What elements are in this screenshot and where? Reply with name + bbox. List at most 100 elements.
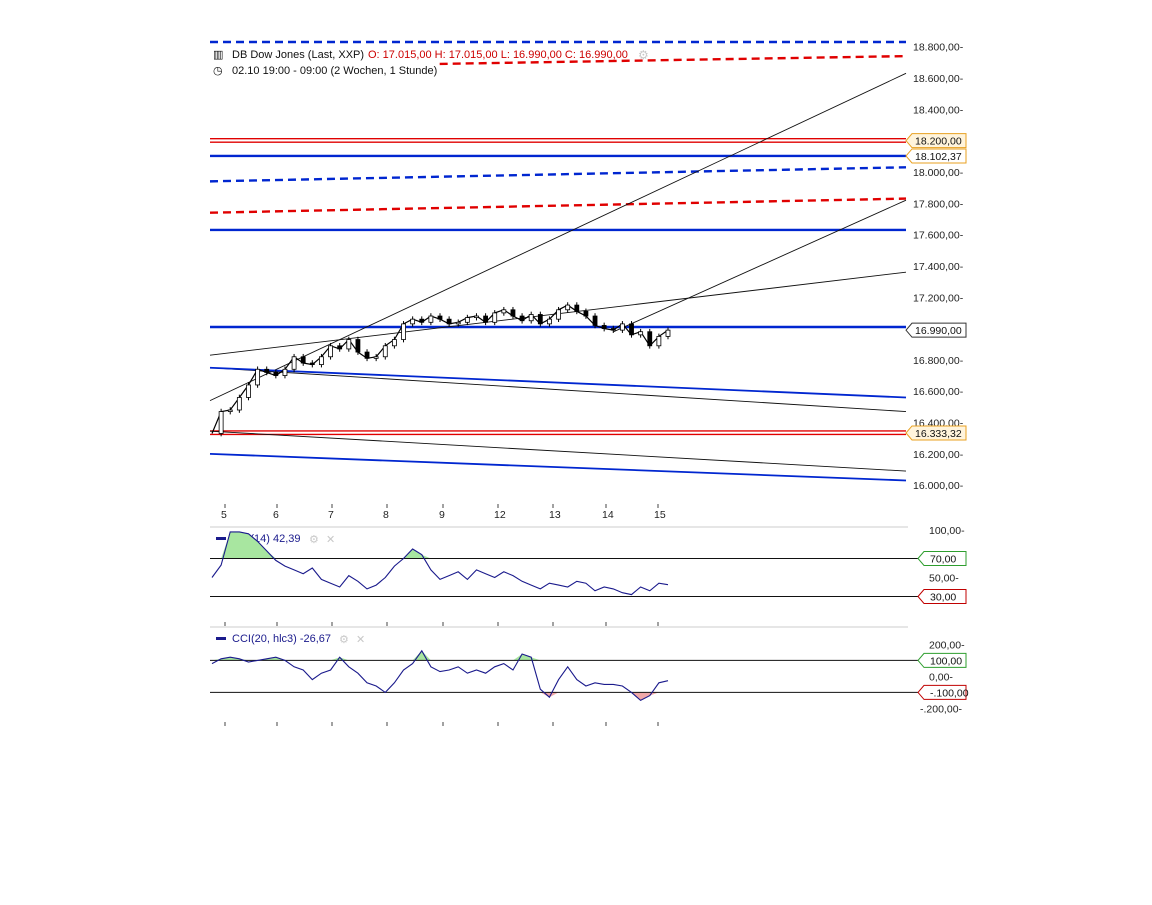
candle-body	[282, 368, 288, 376]
chart-header: ▥ DB Dow Jones (Last, XXP) O: 17.015,00 …	[213, 48, 649, 77]
candle-body	[337, 345, 343, 350]
candle-body	[665, 329, 671, 337]
settings-icon[interactable]: ⚙	[638, 48, 649, 62]
price-tick-label: 17.200,00-	[913, 292, 964, 304]
candle-body	[446, 318, 452, 325]
rsi-tick-label: 50,00-	[929, 573, 959, 585]
rsi-level-tag	[917, 551, 967, 566]
candle-body	[510, 309, 516, 317]
rsi-panel: 70,00 30,00 100,00- 50,00-	[210, 525, 967, 604]
candle-body	[483, 315, 489, 323]
price-tick-label: 16.000,00-	[913, 480, 964, 492]
price-tick-label: 16.800,00-	[913, 355, 964, 367]
candle-body	[565, 304, 571, 311]
x-tick-label: 12	[494, 509, 506, 521]
candle-body	[364, 351, 370, 359]
candle-body	[373, 356, 379, 359]
price-tag-label: 18.102,37	[915, 151, 962, 163]
price-tick-label: 18.000,00-	[913, 167, 964, 179]
period-label: 02.10 19:00 - 09:00 (2 Wochen, 1 Stunde)	[232, 65, 437, 77]
candle-body	[647, 331, 653, 347]
cci-close-icon[interactable]: ✕	[356, 634, 365, 646]
candle-body	[401, 323, 406, 340]
x-tick-label: 15	[654, 509, 666, 521]
candle-body	[419, 318, 425, 323]
cci-tick-label: 0,00-	[929, 671, 953, 683]
candle-body	[519, 315, 525, 322]
rsi-legend-swatch	[216, 537, 226, 540]
price-tick-label: 18.400,00-	[913, 104, 964, 116]
x-tick-label: 6	[273, 509, 279, 521]
candle-body	[556, 309, 561, 320]
candle-body	[501, 309, 507, 314]
cci-tick-label: 200,00-	[929, 639, 965, 651]
candle-body	[236, 397, 242, 411]
trend-lines	[209, 40, 907, 482]
rsi-level-tag-label: 30,00	[930, 592, 956, 604]
rsi-settings-icon[interactable]: ⚙	[309, 534, 319, 546]
candle-body	[528, 314, 534, 322]
candle-body	[218, 411, 224, 434]
x-tick-label: 5	[221, 509, 227, 521]
x-tick-label: 14	[602, 509, 614, 521]
rsi-overbought-fill	[221, 531, 431, 559]
rsi-level-tag-label: 70,00	[930, 554, 956, 566]
candle-body	[328, 345, 333, 358]
price-tick-label: 17.400,00-	[913, 261, 964, 273]
candle-body	[227, 409, 233, 412]
instrument-title: DB Dow Jones (Last, XXP)	[232, 49, 364, 61]
candle-body	[300, 356, 306, 364]
candle-body	[264, 368, 270, 373]
candle-body	[656, 336, 662, 347]
candle-body	[583, 310, 589, 317]
price-tag-box	[905, 322, 967, 338]
candle-body	[346, 339, 352, 350]
price-tag-box	[905, 425, 967, 441]
candle-body	[629, 323, 634, 336]
candle-body	[537, 314, 543, 325]
ohlc-readout: O: 17.015,00 H: 17.015,00 L: 16.990,00 C…	[368, 49, 628, 61]
trend-line	[209, 367, 907, 413]
candle-body	[592, 315, 598, 326]
cci-tick-label: -.200,00-	[920, 703, 963, 715]
candle-body	[428, 315, 434, 323]
candle-body	[437, 315, 443, 320]
cci-line	[211, 649, 669, 702]
cci-settings-icon[interactable]: ⚙	[339, 634, 349, 646]
rsi-close-icon[interactable]: ✕	[326, 534, 335, 546]
rsi-tick-label: 100,00-	[929, 525, 965, 537]
candle-body	[309, 362, 315, 365]
candle-body	[255, 368, 261, 386]
candle-body	[410, 318, 416, 325]
cci-level-tag-label: 100,00	[930, 655, 962, 667]
candle-body	[474, 315, 479, 319]
candle-body	[547, 318, 552, 325]
candle-body	[382, 345, 388, 358]
cci-overbought-fill	[212, 650, 541, 661]
cci-legend: CCI(20, hlc3) -26,67 ⚙ ✕	[216, 633, 365, 646]
x-tick-label: 8	[383, 509, 389, 521]
x-tick-label: 13	[549, 509, 561, 521]
cci-panel: 100,00 -.100,00 200,00- 0,00- -.200,00-	[210, 639, 969, 715]
trend-line	[209, 366, 907, 399]
candle-body	[391, 339, 397, 347]
cci-legend-label: CCI(20, hlc3) -26,67	[232, 633, 331, 645]
price-tag-label: 18.200,00	[915, 136, 962, 148]
trend-line	[209, 430, 907, 472]
candle-body	[291, 356, 297, 370]
trend-line	[209, 452, 907, 482]
candle-body	[492, 312, 498, 323]
price-tag-box	[905, 148, 967, 164]
candle-body	[638, 331, 644, 336]
candle-body	[464, 317, 470, 323]
bar-chart-icon[interactable]: ▥	[213, 49, 223, 61]
price-tick-label: 16.600,00-	[913, 386, 964, 398]
cci-level-tag-label: -.100,00	[930, 687, 969, 699]
price-tag-label: 16.333,32	[915, 428, 962, 440]
price-tick-label: 18.600,00-	[913, 73, 964, 85]
candle-body	[610, 328, 616, 331]
cci-level-tag	[917, 652, 967, 668]
candle-body	[319, 356, 324, 365]
price-tags: 18.200,00 18.102,37 16.333,32 16.990,00	[905, 133, 967, 441]
